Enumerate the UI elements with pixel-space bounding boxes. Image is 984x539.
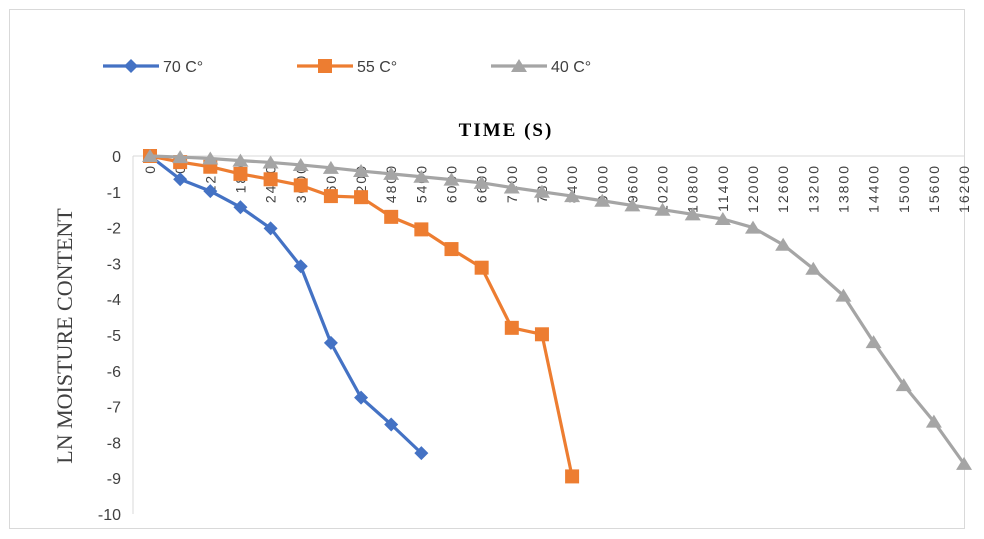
x-tick-label: 5400: [413, 164, 429, 203]
data-point-2: [473, 175, 490, 189]
x-tick-label: 10800: [685, 164, 701, 213]
x-tick-label: 8400: [564, 164, 580, 203]
data-point-2: [684, 207, 701, 221]
data-point-0: [414, 446, 429, 461]
data-point-0: [203, 184, 218, 199]
y-tick-label: -6: [107, 364, 121, 381]
data-point-2: [533, 184, 550, 198]
data-point-2: [353, 164, 370, 178]
series-line-2: [149, 154, 966, 465]
data-point-2: [775, 237, 792, 251]
x-tick-label: 10200: [655, 164, 671, 213]
data-point-2: [624, 198, 641, 212]
data-point-2: [835, 288, 852, 302]
x-tick-label: 16200: [956, 164, 972, 213]
y-tick-label: -8: [107, 435, 121, 452]
data-point-2: [594, 193, 611, 207]
data-point-2: [292, 157, 309, 171]
legend-marker-1: [318, 59, 332, 73]
x-tick-label: 14400: [866, 164, 882, 213]
data-point-1: [384, 209, 399, 224]
data-point-0: [354, 390, 369, 405]
y-tick-label: -9: [107, 471, 121, 488]
legend-marker-2: [511, 59, 527, 72]
y-axis-title: LN MOISTURE CONTENT: [52, 208, 77, 464]
data-point-1: [565, 469, 580, 484]
data-point-0: [323, 335, 338, 350]
data-point-2: [142, 149, 158, 162]
data-point-1: [263, 172, 278, 187]
y-tick-label: -2: [107, 221, 121, 238]
data-point-2: [322, 160, 339, 174]
x-tick-label: 15600: [926, 164, 942, 213]
data-point-2: [503, 180, 520, 194]
x-tick-label: 12600: [775, 164, 791, 213]
data-point-1: [233, 166, 248, 181]
y-tick-label: -5: [107, 328, 121, 345]
chart-frame: [9, 9, 965, 529]
data-point-0: [263, 221, 278, 236]
x-tick-label: 13800: [835, 164, 851, 213]
data-point-2: [865, 335, 882, 349]
data-point-0: [384, 417, 399, 432]
y-tick-label: -1: [107, 185, 121, 202]
data-point-1: [293, 178, 308, 193]
data-point-2: [805, 261, 822, 275]
data-point-1: [414, 222, 429, 237]
data-point-2: [925, 414, 942, 428]
data-point-2: [413, 169, 430, 183]
data-point-2: [262, 155, 279, 169]
y-tick-label: -3: [107, 256, 121, 273]
x-tick-label: 9600: [624, 164, 640, 203]
data-point-1: [323, 189, 338, 204]
x-axis-title: TIME (S): [459, 120, 554, 141]
data-point-0: [173, 172, 188, 187]
data-point-2: [232, 153, 249, 167]
data-point-1: [474, 260, 489, 275]
data-point-1: [504, 320, 519, 335]
legend-label: 70 C°: [163, 59, 203, 76]
x-tick-label: 12000: [745, 164, 761, 213]
data-point-1: [354, 190, 369, 205]
x-tick-label: 15000: [896, 164, 912, 213]
legend-label: 55 C°: [357, 59, 397, 76]
data-point-2: [895, 378, 912, 392]
data-point-2: [745, 220, 761, 234]
legend-marker-0: [124, 59, 138, 73]
x-tick-label: 11400: [715, 164, 731, 212]
data-point-2: [956, 456, 973, 470]
series-line-0: [149, 154, 423, 455]
data-point-2: [383, 166, 400, 180]
x-tick-label: 0: [142, 164, 158, 174]
y-tick-label: 0: [112, 149, 121, 166]
data-point-0: [293, 259, 308, 274]
x-tick-label: 13200: [805, 164, 821, 213]
data-point-0: [233, 200, 248, 215]
y-tick-label: -10: [98, 507, 121, 524]
y-tick-label: -7: [107, 400, 121, 417]
data-point-2: [172, 150, 189, 164]
data-point-2: [564, 189, 581, 203]
y-tick-label: -4: [107, 292, 121, 309]
legend-label: 40 C°: [551, 59, 591, 76]
data-point-2: [443, 172, 460, 186]
x-tick-label: 9000: [594, 164, 610, 203]
data-point-2: [654, 202, 671, 216]
data-point-1: [444, 242, 459, 257]
data-point-2: [202, 151, 219, 165]
data-point-1: [534, 327, 549, 342]
data-point-2: [714, 212, 731, 226]
